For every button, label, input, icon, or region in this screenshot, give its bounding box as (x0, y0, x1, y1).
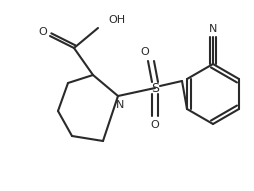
Text: O: O (151, 120, 159, 130)
Text: S: S (151, 82, 159, 95)
Text: OH: OH (108, 15, 125, 25)
Text: O: O (141, 47, 149, 57)
Text: O: O (39, 27, 47, 37)
Text: N: N (116, 100, 124, 110)
Text: N: N (209, 24, 217, 34)
